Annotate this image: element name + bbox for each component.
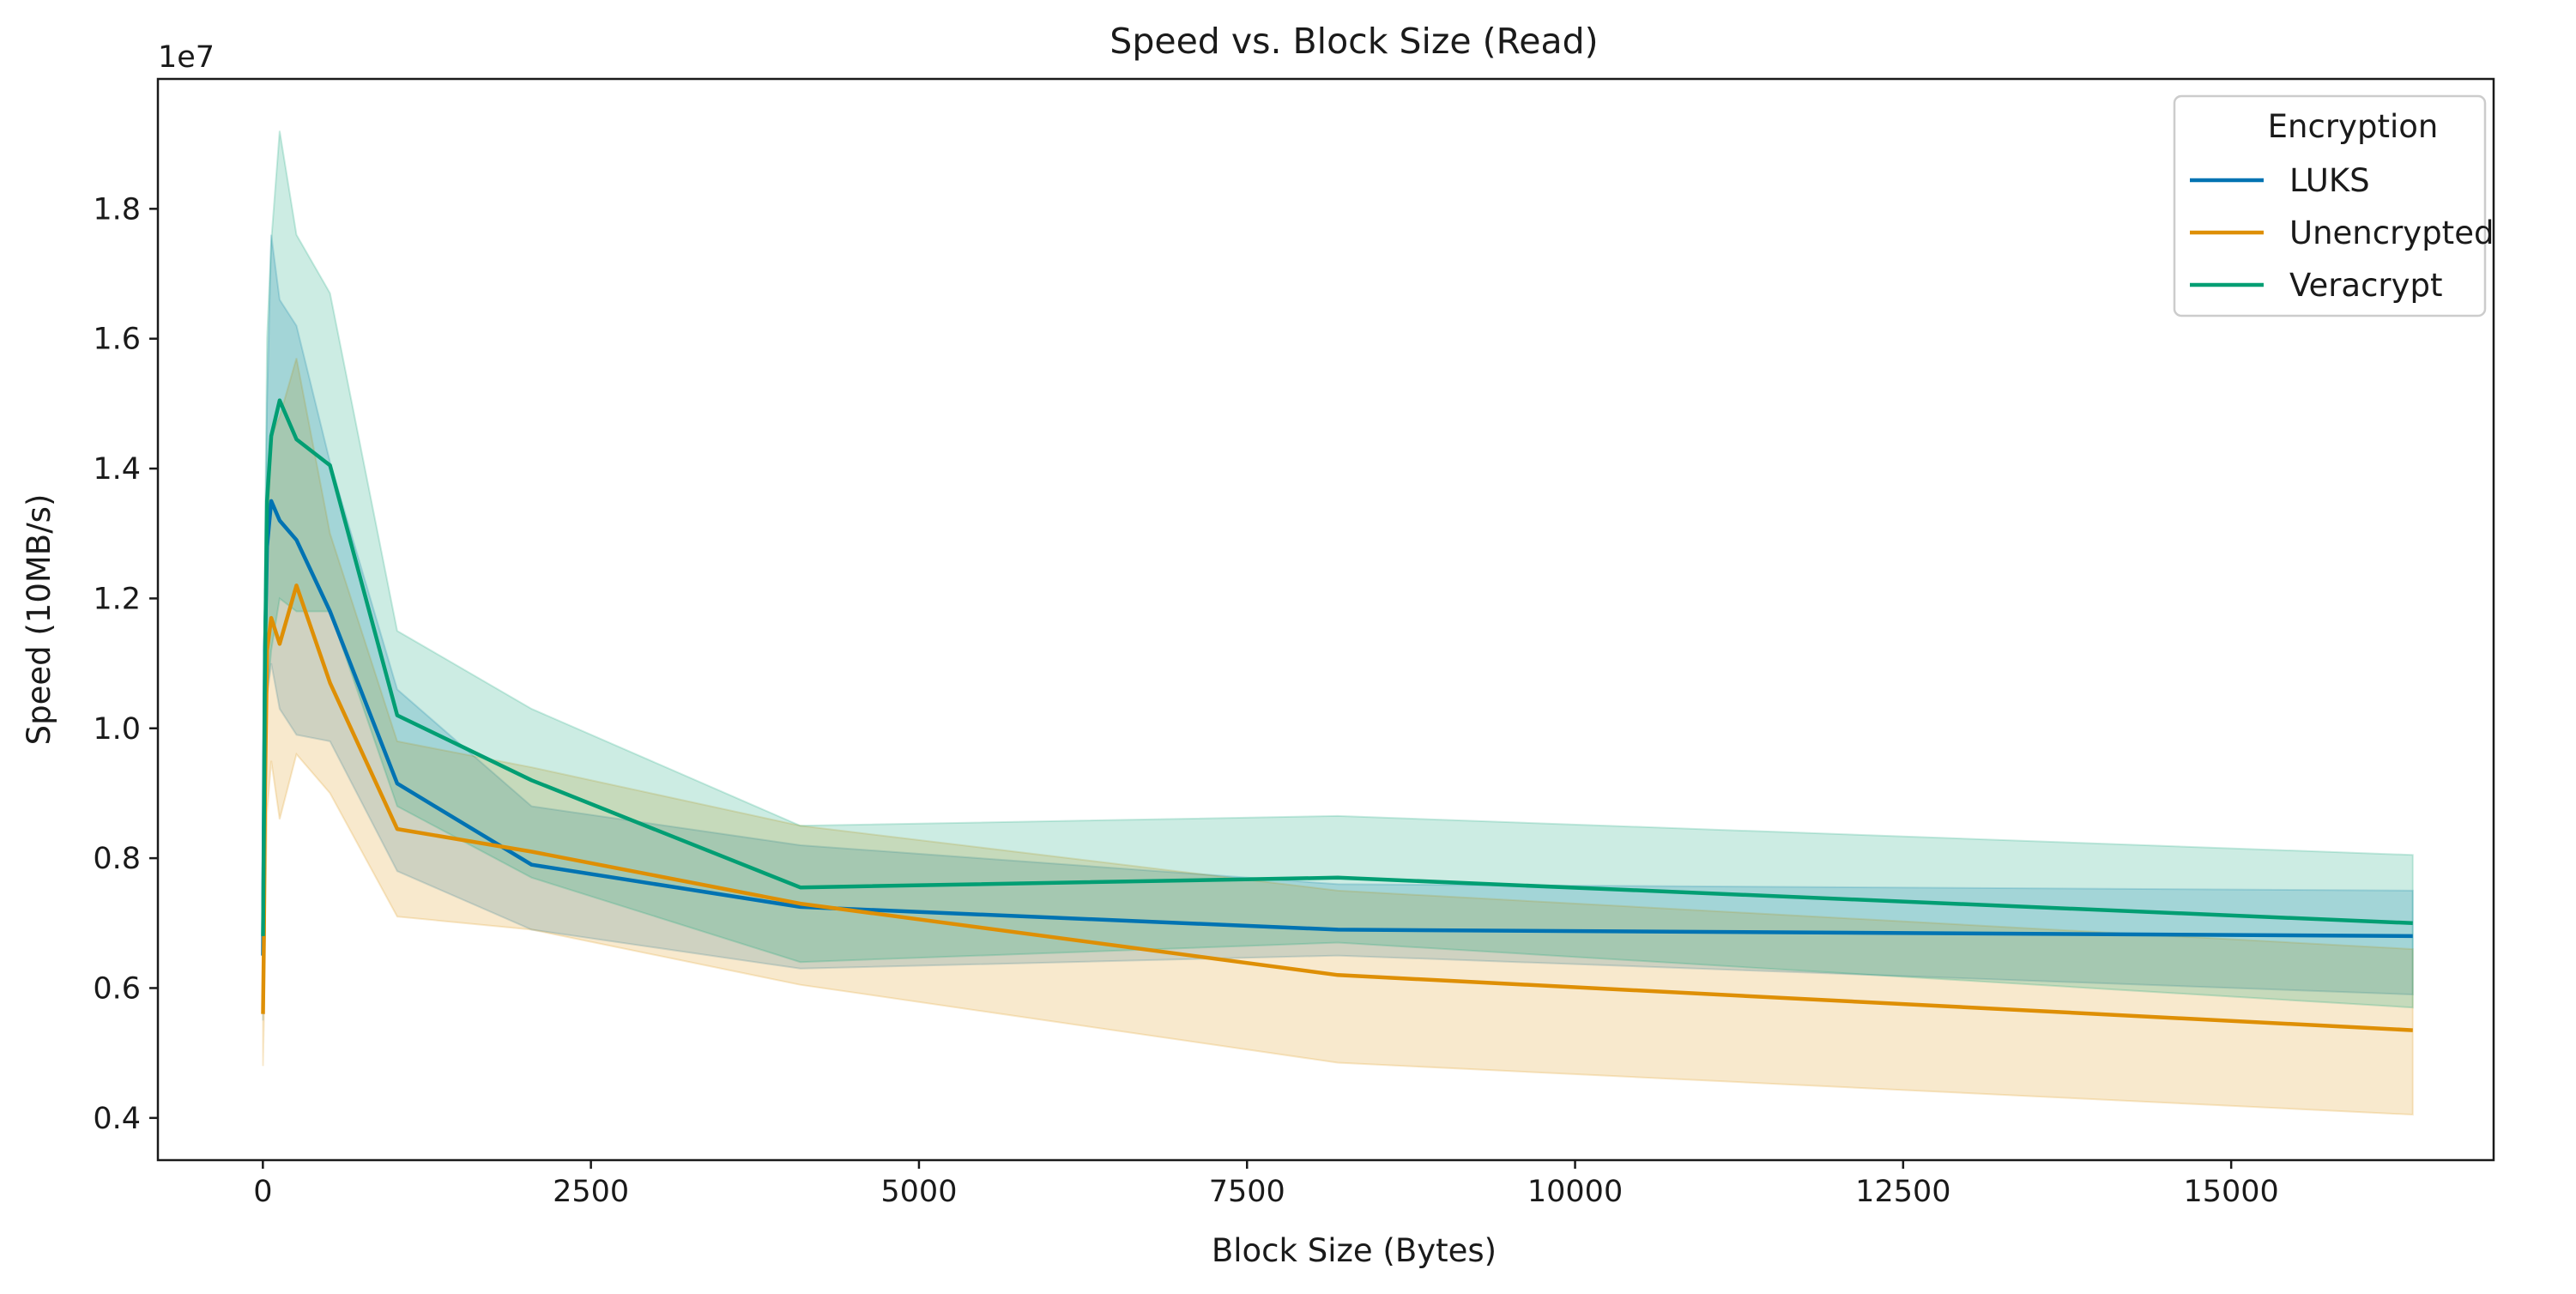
x-tick-label: 12500 bbox=[1855, 1175, 1950, 1209]
axes-frame bbox=[156, 77, 2495, 1162]
y-tick-label: 1.8 bbox=[93, 192, 141, 227]
y-tick-label: 0.4 bbox=[93, 1102, 141, 1136]
legend-label-luks: LUKS bbox=[2289, 162, 2370, 199]
plot-area bbox=[261, 130, 2414, 1116]
x-tick-label: 7500 bbox=[1209, 1175, 1285, 1209]
legend-label-veracrypt: Veracrypt bbox=[2289, 267, 2443, 304]
x-tick-label: 5000 bbox=[880, 1175, 957, 1209]
y-tick-label: 0.8 bbox=[93, 842, 141, 876]
legend: Encryption LUKS Unencrypted Veracrypt bbox=[2173, 94, 2494, 317]
y-scale-label: 1e7 bbox=[158, 40, 215, 75]
y-tick-label: 0.6 bbox=[93, 971, 141, 1006]
legend-label-unencrypted: Unencrypted bbox=[2289, 215, 2494, 251]
y-axis-label: Speed (10MB/s) bbox=[21, 494, 57, 746]
y-axis: 0.4 0.6 0.8 1.0 1.2 1.4 1.6 1.8 bbox=[93, 192, 158, 1136]
legend-entries: LUKS Unencrypted Veracrypt bbox=[2190, 162, 2494, 304]
x-tick-label: 0 bbox=[253, 1175, 272, 1209]
x-axis: 0 2500 5000 7500 10000 12500 15000 bbox=[253, 1160, 2279, 1209]
x-tick-label: 2500 bbox=[553, 1175, 629, 1209]
y-tick-label: 1.0 bbox=[93, 712, 141, 747]
series-line-veracrypt bbox=[261, 398, 2413, 936]
legend-title: Encryption bbox=[2268, 108, 2439, 145]
series-lines bbox=[261, 398, 2413, 1032]
x-tick-label: 10000 bbox=[1527, 1175, 1623, 1209]
y-tick-label: 1.4 bbox=[93, 452, 141, 487]
y-tick-label: 1.2 bbox=[93, 582, 141, 616]
legend-box bbox=[2173, 94, 2487, 317]
y-tick-label: 1.6 bbox=[93, 323, 141, 357]
x-tick-label: 15000 bbox=[2183, 1175, 2278, 1209]
chart-title: Speed vs. Block Size (Read) bbox=[1110, 21, 1598, 62]
x-axis-label: Block Size (Bytes) bbox=[1212, 1232, 1497, 1269]
